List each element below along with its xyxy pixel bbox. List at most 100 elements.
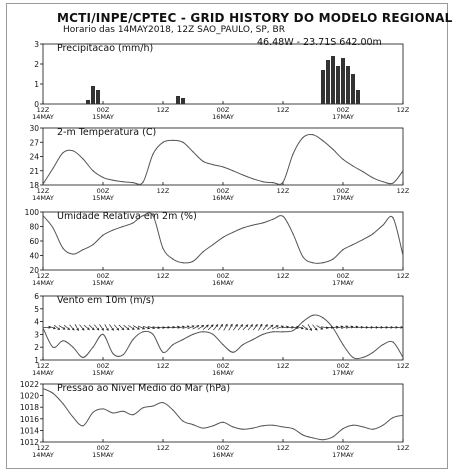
series-point bbox=[282, 426, 284, 428]
series-point bbox=[222, 166, 224, 168]
precip-bar bbox=[326, 60, 330, 104]
series-point bbox=[342, 428, 344, 430]
wind-arrow-head bbox=[250, 324, 253, 327]
x-tick-label: 00Z bbox=[217, 106, 230, 114]
page-subtitle: Horario das 14MAY2018, 12Z SAO_PAULO, SP… bbox=[63, 25, 285, 35]
y-tick-label: 20 bbox=[29, 266, 39, 275]
series-point bbox=[212, 333, 214, 335]
wind-arrow bbox=[133, 325, 140, 330]
x-tick-label: 00Z bbox=[97, 362, 110, 370]
precip-bar bbox=[351, 74, 355, 104]
wind-arrow-head bbox=[210, 324, 214, 328]
series-point bbox=[72, 253, 74, 255]
wind-arrow-head bbox=[116, 327, 120, 331]
wind-arrow-head bbox=[101, 327, 104, 331]
series-point bbox=[152, 153, 154, 155]
series-point bbox=[142, 181, 144, 183]
series-point bbox=[402, 356, 404, 359]
precip-bar bbox=[336, 66, 340, 104]
wind-arrow bbox=[242, 324, 249, 331]
page-title: MCTI/INPE/CPTEC - GRID HISTORY DO MODELO… bbox=[57, 11, 453, 25]
precip-bar bbox=[86, 100, 90, 104]
x-tick-label: 00Z bbox=[217, 187, 230, 195]
x-tick-label: 12Z bbox=[277, 106, 290, 114]
series-point bbox=[162, 351, 164, 353]
series-point bbox=[342, 158, 344, 160]
wind-arrow-head bbox=[182, 325, 185, 329]
series-point bbox=[132, 338, 134, 341]
wind-arrow-head bbox=[259, 323, 263, 327]
panel-title: Precipitacao (mm/h) bbox=[57, 43, 153, 54]
series-point bbox=[322, 140, 324, 142]
series-point bbox=[172, 139, 174, 141]
wind-arrow bbox=[123, 324, 130, 330]
wind-arrow bbox=[172, 326, 180, 329]
wind-arrow bbox=[74, 324, 79, 331]
series-line bbox=[42, 133, 404, 185]
precip-bar bbox=[181, 98, 185, 104]
wind-arrow bbox=[281, 326, 289, 329]
precip-bar bbox=[176, 96, 180, 104]
wind-arrow-head bbox=[314, 327, 318, 331]
wind-arrow-head bbox=[255, 323, 258, 327]
y-tick-label: 24 bbox=[29, 153, 39, 162]
y-tick-label: 4 bbox=[34, 318, 39, 327]
wind-arrow-head bbox=[345, 325, 349, 329]
series-point bbox=[42, 388, 44, 390]
wind-arrow-head bbox=[137, 327, 140, 330]
y-tick-label: 30 bbox=[29, 124, 39, 133]
series-point bbox=[322, 317, 324, 319]
series-point bbox=[102, 333, 104, 335]
series-point bbox=[292, 329, 294, 332]
series-point bbox=[92, 244, 94, 246]
series-point bbox=[372, 428, 374, 430]
x-tick-label: 17MAY bbox=[332, 451, 354, 459]
series-point bbox=[312, 314, 314, 316]
wind-arrow-head bbox=[106, 328, 109, 332]
series-point bbox=[192, 260, 194, 262]
series-point bbox=[342, 344, 344, 346]
x-tick-label: 16MAY bbox=[212, 279, 234, 287]
series-point bbox=[312, 262, 314, 264]
y-tick-label: 1020 bbox=[20, 392, 39, 401]
series-point bbox=[312, 437, 314, 439]
series-point bbox=[42, 327, 44, 329]
wind-arrow bbox=[177, 326, 185, 329]
wind-arrow-head bbox=[220, 323, 223, 327]
series-point bbox=[292, 233, 294, 235]
x-tick-label: 12Z bbox=[277, 187, 290, 195]
series-point bbox=[112, 179, 114, 181]
series-point bbox=[112, 229, 114, 231]
wind-arrow-head bbox=[76, 328, 79, 332]
series-point bbox=[362, 238, 364, 241]
series-point bbox=[152, 405, 154, 407]
y-tick-label: 1012 bbox=[20, 438, 39, 447]
x-tick-label: 12Z bbox=[37, 444, 50, 452]
y-tick-label: 1 bbox=[34, 356, 39, 365]
x-tick-label: 15MAY bbox=[92, 369, 114, 377]
x-tick-label: 12Z bbox=[37, 187, 50, 195]
wind-arrow-head bbox=[57, 327, 61, 331]
wind-arrow-head bbox=[275, 325, 279, 328]
x-tick-label: 15MAY bbox=[92, 113, 114, 121]
series-point bbox=[352, 244, 354, 246]
series-point bbox=[62, 247, 64, 249]
series-point bbox=[222, 344, 224, 346]
series-point bbox=[192, 333, 194, 335]
series-point bbox=[302, 434, 304, 436]
wind-arrow bbox=[213, 324, 219, 331]
x-tick-label: 12Z bbox=[277, 362, 290, 370]
series-point bbox=[182, 338, 184, 341]
series-point bbox=[102, 176, 104, 178]
series-point bbox=[132, 414, 134, 416]
series-point bbox=[52, 392, 54, 394]
x-tick-label: 15MAY bbox=[92, 451, 114, 459]
series-point bbox=[232, 170, 234, 172]
y-tick-label: 5 bbox=[34, 305, 39, 314]
series-point bbox=[162, 247, 164, 249]
series-point bbox=[352, 165, 354, 167]
series-point bbox=[122, 410, 124, 412]
x-tick-label: 12Z bbox=[397, 272, 410, 280]
x-tick-label: 12Z bbox=[37, 362, 50, 370]
x-tick-label: 00Z bbox=[337, 106, 350, 114]
